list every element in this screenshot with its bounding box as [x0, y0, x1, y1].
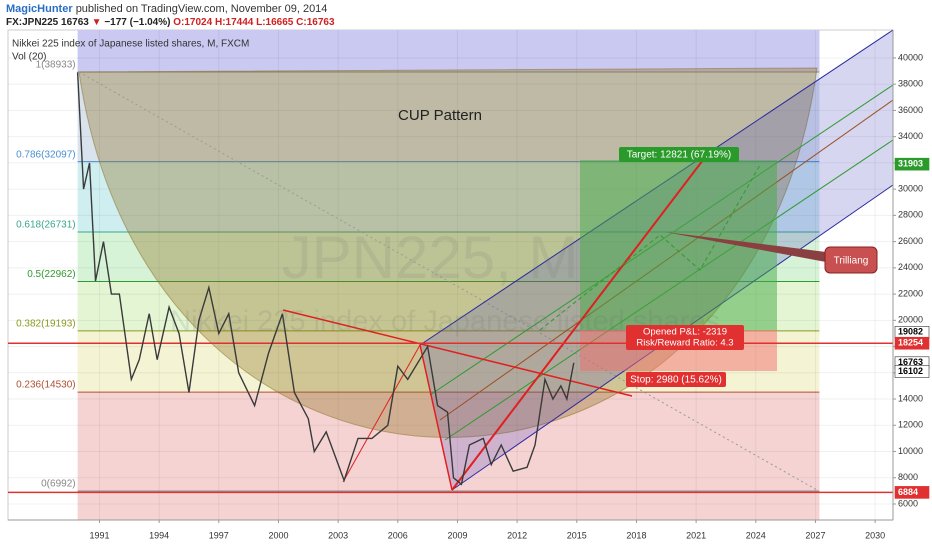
x-tick-label: 2030 — [865, 530, 885, 540]
fib-label: 0.382(19193) — [16, 319, 76, 330]
red-line — [419, 344, 453, 491]
axes: 6000800010000120001400016000180002000022… — [89, 52, 930, 540]
x-tick-label: 2009 — [447, 530, 467, 540]
fib-band — [77, 30, 820, 72]
red-line — [282, 309, 633, 397]
fib-label: 0.618(26731) — [16, 220, 76, 231]
red-line — [451, 159, 704, 491]
trilliang-box — [824, 246, 878, 274]
change: −177 (−1.04%) — [104, 17, 170, 28]
price-tag-label: 16102 — [898, 366, 923, 376]
x-tick-label: 2015 — [567, 530, 587, 540]
chart-title: Nikkei 225 index of Japanese listed shar… — [12, 39, 249, 50]
y-tick-label: 12000 — [898, 420, 923, 430]
y-tick-label: 10000 — [898, 446, 923, 456]
y-tick-label: 22000 — [898, 288, 923, 298]
target-label: Target: 12821 (67.19%) — [627, 150, 732, 161]
x-tick-label: 2003 — [328, 530, 348, 540]
quote-line: FX:JPN225 16763 ▼ −177 (−1.04%) O:17024 … — [6, 17, 335, 28]
price — [8, 72, 893, 494]
header-line: MagicHunter published on TradingView.com… — [6, 3, 327, 15]
x-tick-label: 2024 — [746, 530, 766, 540]
y-tick-label: 40000 — [898, 52, 923, 62]
x-tick-label: 2006 — [388, 530, 408, 540]
fib-label: 0.5(22962) — [27, 269, 75, 280]
price-tag-label: 19082 — [898, 327, 923, 337]
change-arrow: ▼ — [92, 17, 102, 28]
published: published on TradingView.com, November 0… — [76, 3, 328, 15]
y-axis-panel — [893, 30, 932, 520]
price-tag — [894, 336, 930, 350]
x-tick-label: 2000 — [268, 530, 288, 540]
stop-box — [626, 372, 726, 387]
x-tick-label: 1991 — [89, 530, 109, 540]
price-tag — [894, 486, 930, 499]
y-tick-label: 36000 — [898, 105, 923, 115]
price-tag-label: 16763 — [898, 357, 923, 367]
red-line — [342, 344, 421, 483]
projection — [539, 164, 761, 331]
y-tick-label: 38000 — [898, 79, 923, 89]
y-tick-label: 30000 — [898, 184, 923, 194]
x-tick-label: 1997 — [209, 530, 229, 540]
y-tick-label: 24000 — [898, 262, 923, 272]
pnl-label: Opened P&L: -2319 — [643, 327, 727, 338]
pointer — [665, 232, 826, 262]
last: 16763 — [61, 17, 89, 28]
fib-label: 0.236(14530) — [16, 380, 76, 391]
watermark: JPN225, M — [282, 224, 579, 291]
close: C:16763 — [296, 17, 335, 28]
price-line-series — [76, 72, 575, 486]
cup-label: CUP Pattern — [398, 107, 482, 124]
x-tick-label: 1994 — [149, 530, 169, 540]
overlay: JPN225, M Nikkei 225 index of Japanese l… — [12, 39, 878, 490]
open: O:17024 — [173, 17, 212, 28]
x-tick-label: 2021 — [686, 530, 706, 540]
y-tick-label: 26000 — [898, 236, 923, 246]
trilliang-label: Trilliang — [834, 256, 869, 267]
price-tag-label: 6884 — [898, 487, 918, 497]
target-box — [619, 147, 739, 162]
price-tag — [894, 157, 930, 171]
rr-label: Risk/Reward Ratio: 4.3 — [636, 338, 733, 349]
author: MagicHunter — [6, 3, 73, 15]
symbol: FX:JPN225 — [6, 17, 59, 28]
high: H:17444 — [215, 17, 254, 28]
price-tag-label: 18254 — [898, 338, 923, 348]
x-tick-label: 2012 — [507, 530, 527, 540]
price-tag — [894, 365, 930, 378]
fib-label: 0.786(32097) — [16, 149, 76, 160]
low: L:16665 — [256, 17, 294, 28]
trend-line — [78, 71, 818, 491]
y-tick-label: 8000 — [898, 472, 918, 482]
fib-band — [77, 71, 820, 162]
pnl-box — [626, 325, 744, 350]
stop-label: Stop: 2980 (15.62%) — [630, 375, 722, 386]
fib-label: 0(6992) — [41, 479, 75, 490]
chart-subtitle: Vol (20) — [12, 52, 46, 63]
y-tick-label: 14000 — [898, 393, 923, 403]
x-tick-label: 2027 — [805, 530, 825, 540]
y-tick-label: 6000 — [898, 498, 918, 508]
x-tick-label: 2018 — [626, 530, 646, 540]
y-tick-label: 20000 — [898, 315, 923, 325]
y-tick-label: 28000 — [898, 210, 923, 220]
y-tick-label: 34000 — [898, 131, 923, 141]
fib-label: 1(38933) — [36, 60, 76, 71]
price-tag-label: 31903 — [898, 159, 923, 169]
